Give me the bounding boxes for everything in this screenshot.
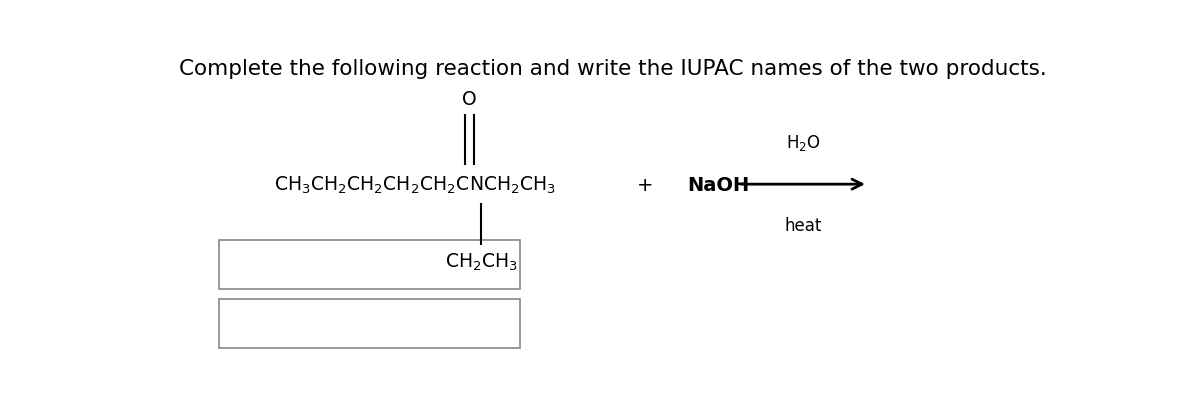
Text: Complete the following reaction and write the IUPAC names of the two products.: Complete the following reaction and writ… (179, 59, 1046, 79)
Text: CH$_3$CH$_2$CH$_2$CH$_2$CH$_2$C: CH$_3$CH$_2$CH$_2$CH$_2$CH$_2$C (274, 174, 469, 195)
Text: O: O (462, 90, 476, 108)
Text: heat: heat (785, 216, 822, 235)
Text: NCH$_2$CH$_3$: NCH$_2$CH$_3$ (469, 174, 556, 195)
Text: NaOH: NaOH (687, 175, 750, 194)
Text: CH$_2$CH$_3$: CH$_2$CH$_3$ (445, 252, 518, 273)
FancyBboxPatch shape (219, 240, 520, 290)
Text: H$_2$O: H$_2$O (786, 133, 820, 153)
FancyBboxPatch shape (219, 299, 520, 349)
Text: +: + (637, 175, 654, 194)
